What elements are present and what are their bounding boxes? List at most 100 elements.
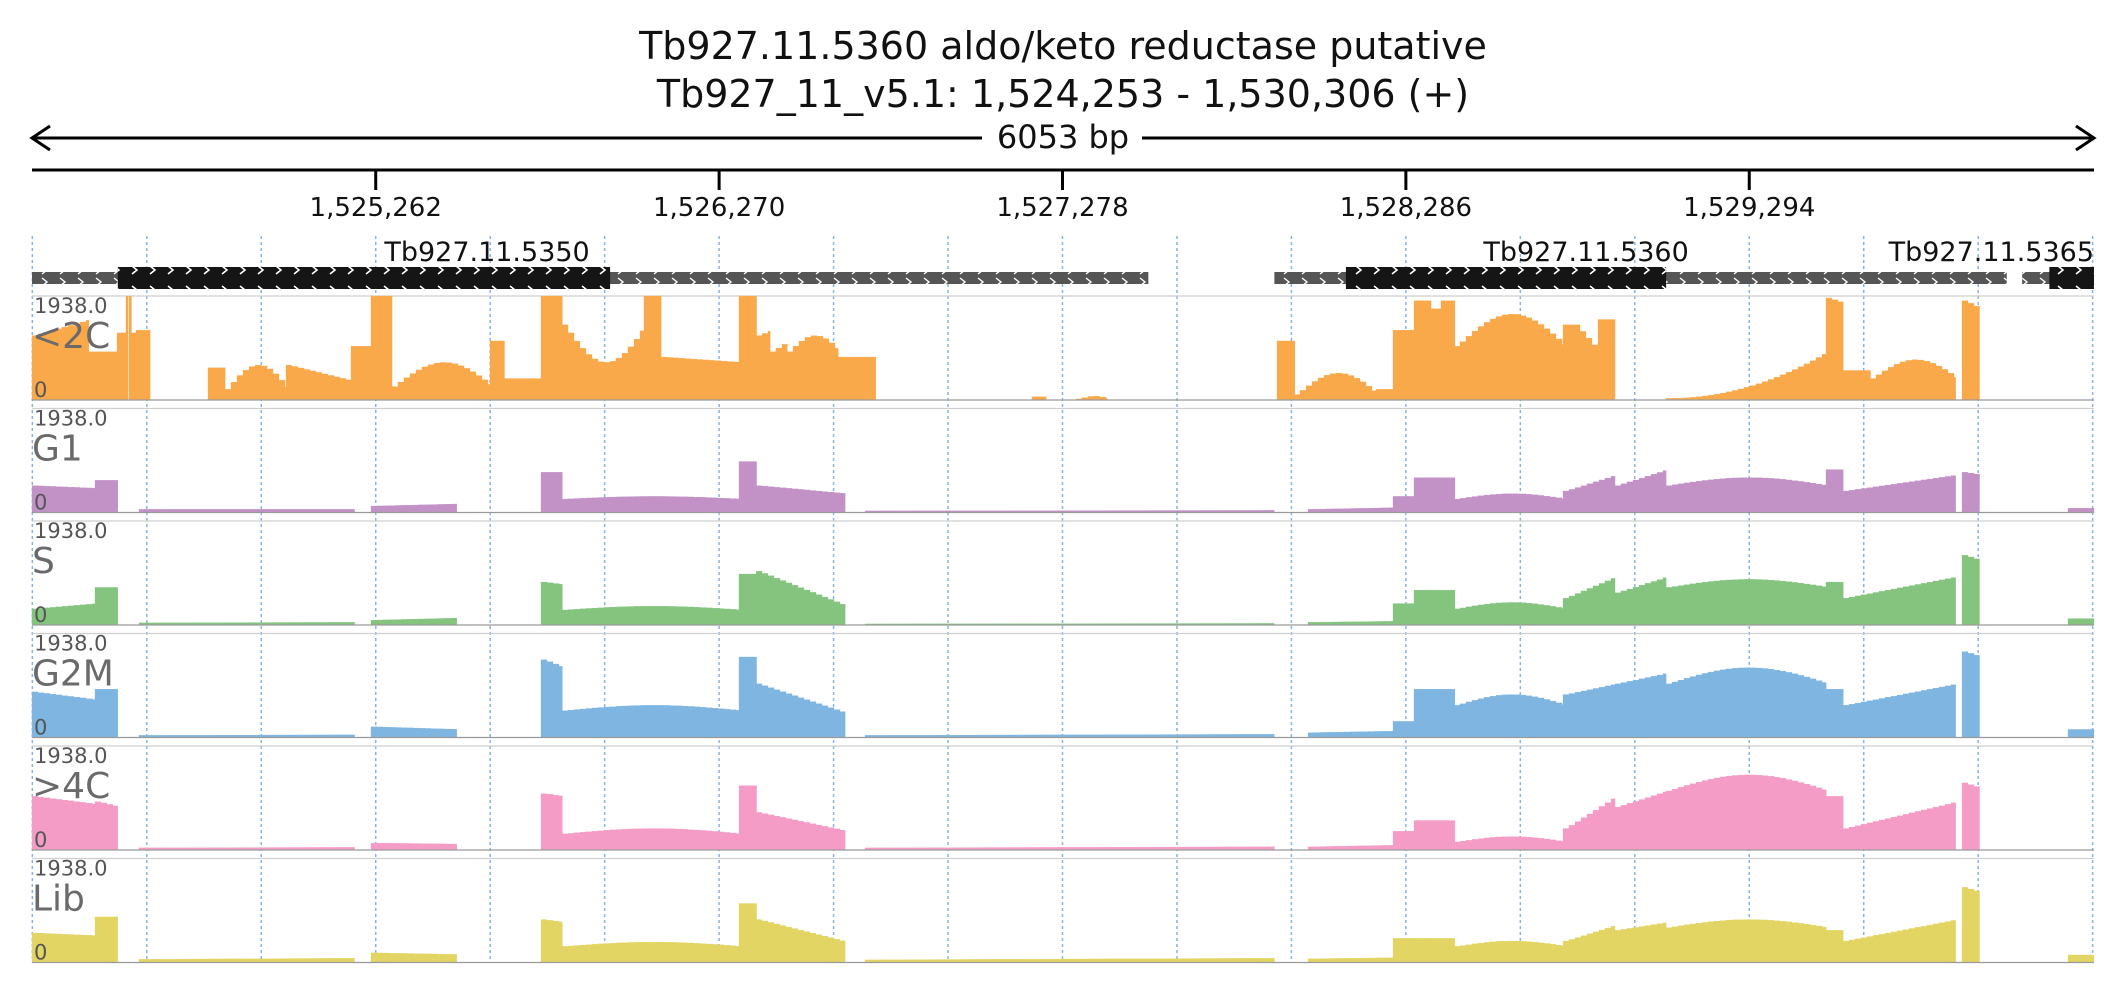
coverage-bar bbox=[1896, 930, 1904, 963]
coverage-bar bbox=[1825, 297, 1833, 401]
coverage-bar bbox=[1349, 958, 1357, 963]
coverage-bar bbox=[1767, 478, 1775, 513]
coverage-bar bbox=[1459, 498, 1467, 513]
coverage-bar bbox=[822, 338, 830, 401]
coverage-bar bbox=[627, 705, 635, 738]
gene-model[interactable]: Tb927.11.5350 bbox=[32, 237, 1149, 289]
coverage-bar bbox=[1695, 923, 1703, 963]
coverage-bar bbox=[1537, 495, 1545, 513]
coverage-bar bbox=[717, 708, 725, 738]
gene-model[interactable]: Tb927.11.5365 bbox=[1888, 237, 2094, 289]
coverage-bar bbox=[1513, 493, 1521, 513]
coverage-bar bbox=[1580, 590, 1588, 626]
coverage-bar bbox=[1495, 941, 1503, 963]
coverage-bar bbox=[1791, 480, 1799, 513]
coverage-bar bbox=[1767, 379, 1775, 401]
coverage-bar bbox=[1632, 927, 1640, 963]
coverage-bar bbox=[388, 843, 396, 851]
coverage-bar bbox=[1562, 324, 1570, 401]
coverage-bar bbox=[579, 348, 587, 401]
coverage-bar bbox=[1525, 941, 1533, 963]
gene-label: Tb927.11.5350 bbox=[383, 237, 589, 268]
coverage-bar bbox=[112, 480, 118, 513]
coverage-bar bbox=[815, 824, 823, 851]
coverage-bar bbox=[540, 472, 548, 513]
coverage-bar bbox=[1555, 607, 1563, 626]
coverage-bar bbox=[436, 618, 444, 626]
coverage-bar bbox=[761, 685, 769, 738]
coverage-bar bbox=[1914, 480, 1922, 513]
coverage-bar bbox=[561, 324, 569, 401]
coverage-bar bbox=[1392, 603, 1400, 626]
coverage-bar bbox=[750, 656, 757, 738]
coverage-bar bbox=[1355, 957, 1363, 963]
coverage-bar bbox=[1392, 496, 1400, 513]
coverage-bar bbox=[321, 373, 329, 401]
coverage-bar bbox=[1483, 942, 1491, 963]
coverage-bar bbox=[1574, 692, 1582, 738]
coverage-bar bbox=[1437, 477, 1445, 513]
coverage-bar bbox=[1872, 935, 1880, 963]
coverage-bar bbox=[1543, 943, 1551, 963]
coverage-bar bbox=[1973, 558, 1980, 626]
coverage-bar bbox=[1689, 481, 1697, 513]
coverage-bar bbox=[1719, 669, 1727, 738]
coverage-bar bbox=[827, 707, 835, 738]
coverage-bar bbox=[106, 804, 114, 851]
coverage-bar bbox=[61, 486, 69, 513]
coverage-bar bbox=[55, 486, 63, 513]
track-name: S bbox=[32, 541, 55, 582]
coverage-bar bbox=[591, 497, 599, 513]
coverage-bar bbox=[1501, 602, 1509, 626]
coverage-bar bbox=[1507, 493, 1515, 513]
coverage-bar bbox=[1373, 507, 1381, 513]
coverage-bar bbox=[1610, 926, 1616, 963]
coverage-bar bbox=[463, 368, 471, 401]
coverage-bar bbox=[750, 573, 757, 626]
coverage-bar bbox=[705, 707, 713, 738]
coverage-bar bbox=[755, 812, 763, 851]
coverage-bar bbox=[573, 340, 581, 401]
coverage-bar bbox=[394, 727, 402, 738]
coverage-bar bbox=[1677, 483, 1685, 513]
coverage-bar bbox=[645, 705, 653, 738]
coverage-bar bbox=[1519, 694, 1527, 738]
coverage-bar bbox=[1465, 336, 1473, 401]
coverage-bar bbox=[1431, 589, 1439, 626]
gene-model[interactable]: Tb927.11.5360 bbox=[1274, 237, 2007, 289]
coverage-bar bbox=[370, 726, 378, 738]
coverage-bar bbox=[693, 496, 701, 513]
coverage-bar bbox=[339, 378, 347, 401]
coverage-bar bbox=[1866, 593, 1874, 626]
coverage-bar bbox=[1815, 357, 1823, 401]
coverage-bar bbox=[1773, 580, 1781, 626]
coverage-bar bbox=[1791, 780, 1799, 851]
coverage-bar bbox=[839, 940, 846, 963]
coverage-bar bbox=[615, 942, 623, 963]
coverage-bar bbox=[687, 706, 695, 738]
coverage-bar bbox=[779, 817, 787, 851]
coverage-bar bbox=[714, 360, 722, 401]
coverage-bar bbox=[1961, 555, 1969, 626]
coverage-bar bbox=[738, 573, 746, 626]
coverage-bar bbox=[1465, 497, 1473, 513]
coverage-bar bbox=[696, 359, 704, 401]
coverage-bar bbox=[1317, 377, 1325, 401]
coverage-bar bbox=[1908, 585, 1916, 626]
coverage-bar bbox=[815, 703, 823, 738]
coverage-bar bbox=[481, 379, 489, 401]
coverage-bar bbox=[1555, 338, 1563, 401]
coverage-bar bbox=[633, 705, 641, 738]
coverage-bar bbox=[1713, 777, 1721, 851]
coverage-bar bbox=[141, 330, 149, 401]
coverage-bar bbox=[1413, 477, 1421, 513]
coverage-bar bbox=[1842, 490, 1850, 513]
coverage-bar bbox=[1809, 924, 1817, 963]
coverage-bar bbox=[451, 363, 459, 401]
coverage-bar bbox=[1501, 941, 1509, 963]
coverage-bar bbox=[717, 831, 725, 851]
coverage-bar bbox=[1531, 320, 1539, 401]
coverage-bar bbox=[1920, 809, 1928, 851]
coverage-bar bbox=[406, 505, 414, 513]
coverage-bar bbox=[1573, 324, 1581, 401]
